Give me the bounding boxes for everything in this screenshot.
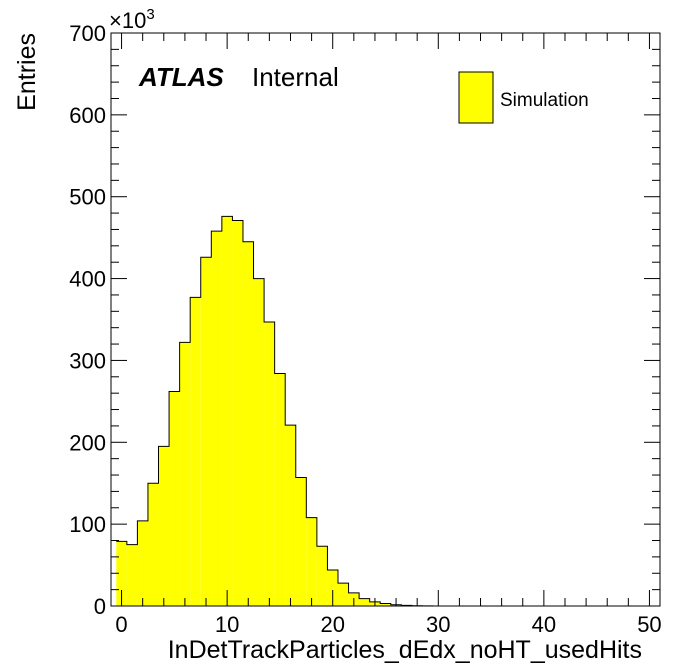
histogram-bar — [337, 583, 349, 606]
y-tick-label: 400 — [69, 267, 106, 292]
histogram-bar — [116, 541, 127, 606]
histogram-bars — [116, 216, 444, 607]
x-tick-label: 20 — [320, 612, 344, 637]
histogram-bar — [169, 391, 180, 606]
histogram-bar — [306, 517, 317, 606]
axis-ticks — [111, 32, 660, 607]
y-tick-label: 300 — [69, 348, 106, 373]
histogram-bar — [327, 569, 338, 606]
legend-swatch — [458, 71, 494, 124]
internal-label: Internal — [252, 62, 339, 92]
histogram-bar — [200, 257, 212, 606]
y-tick-label: 600 — [69, 103, 106, 128]
y-multiplier: ×103 — [109, 6, 155, 33]
histogram-bar — [147, 483, 159, 606]
histogram-bar — [232, 220, 243, 606]
x-tick-label: 40 — [532, 612, 556, 637]
histogram-bar — [380, 603, 391, 606]
y-tick-label: 200 — [69, 430, 106, 455]
histogram-bar — [179, 342, 191, 606]
histogram-bar — [316, 546, 328, 606]
y-tick-label: 700 — [69, 21, 106, 46]
x-tick-label: 50 — [637, 612, 661, 637]
atlas-label: ATLAS — [138, 62, 224, 92]
legend: Simulation — [458, 71, 589, 124]
histogram-bar — [295, 477, 307, 606]
histogram-bar — [126, 544, 138, 606]
histogram-bar — [190, 297, 201, 606]
histogram-bar — [211, 231, 222, 606]
x-tick-labels: 0 10 20 30 40 50 — [115, 612, 661, 637]
histogram-bar — [221, 216, 233, 607]
y-tick-labels: 0 100 200 300 400 500 600 700 — [69, 21, 106, 619]
histogram-bar — [158, 446, 170, 606]
histogram-bar — [242, 241, 254, 606]
histogram-bar — [137, 520, 148, 606]
histogram-bar — [264, 321, 275, 606]
y-tick-label: 0 — [94, 594, 106, 619]
histogram-bar — [253, 278, 265, 606]
plot-frame — [110, 32, 661, 607]
x-tick-label: 0 — [115, 612, 127, 637]
histogram-bar — [359, 598, 370, 606]
y-axis-label: Entries — [13, 33, 41, 111]
legend-entry: Simulation — [500, 90, 589, 111]
x-tick-label: 10 — [215, 612, 239, 637]
y-tick-label: 500 — [69, 185, 106, 210]
histogram-bar — [274, 373, 286, 606]
y-tick-label: 100 — [69, 512, 106, 537]
x-axis-label: InDetTrackParticles_dEdx_noHT_usedHits — [168, 636, 642, 664]
histogram-bar — [285, 425, 296, 606]
x-tick-label: 30 — [426, 612, 450, 637]
